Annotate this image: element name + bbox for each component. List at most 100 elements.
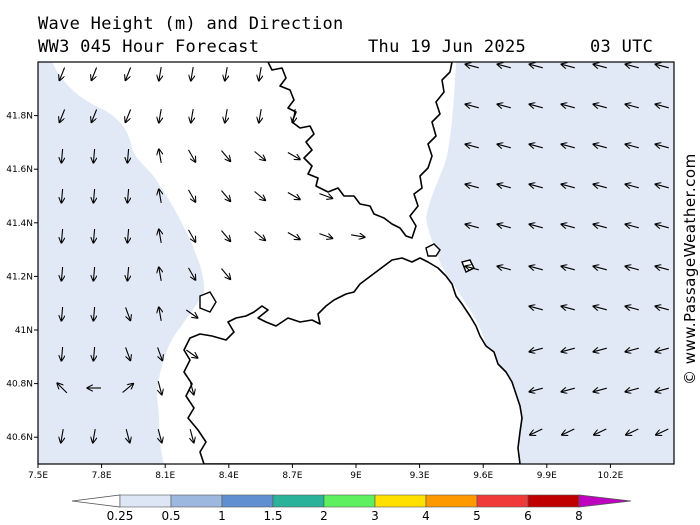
- wave-arrow: [190, 381, 194, 395]
- colorbar-segment: [272, 494, 325, 508]
- colorbar-label: 8: [575, 509, 583, 523]
- chart-title: Wave Height (m) and Direction: [38, 14, 344, 34]
- wave-arrow: [191, 109, 193, 123]
- wave-arrow: [351, 235, 365, 237]
- wave-arrow: [465, 266, 479, 270]
- wave-arrow: [127, 148, 128, 163]
- wave-arrow: [254, 191, 266, 201]
- wave-arrow: [287, 152, 300, 160]
- wave-arrow: [655, 104, 669, 108]
- x-tick-label: 9.9E: [537, 471, 557, 481]
- wave-arrow: [127, 228, 128, 243]
- wave-arrow: [293, 109, 295, 123]
- wave-arrow: [625, 388, 639, 392]
- wave-arrow: [497, 144, 511, 148]
- colorbar-label: 2: [320, 509, 328, 523]
- wave-arrow: [593, 144, 607, 148]
- wave-arrow: [61, 188, 62, 203]
- forecast-date: Thu 19 Jun 2025: [368, 37, 527, 57]
- wave-arrow: [529, 348, 543, 352]
- wave-arrow: [259, 67, 261, 81]
- wave-arrow: [190, 429, 194, 443]
- wave-arrow: [529, 64, 543, 68]
- wave-arrow: [159, 109, 161, 123]
- wave-arrow: [59, 109, 66, 123]
- wave-arrow: [561, 348, 575, 352]
- colorbar-label: 6: [524, 509, 532, 523]
- wave-arrow: [188, 149, 196, 162]
- wave-arrow: [93, 188, 94, 203]
- x-tick-label: 10.2E: [598, 471, 624, 481]
- colorbar-segment: [425, 494, 478, 508]
- y-tick-label: 41N: [15, 326, 33, 336]
- wave-arrow: [159, 229, 161, 243]
- wave-arrow: [529, 388, 543, 392]
- forecast-model: WW3 045 Hour Forecast: [38, 37, 260, 57]
- wave-arrow: [61, 429, 63, 443]
- wave-arrow: [93, 148, 94, 163]
- wave-arrow: [254, 231, 266, 241]
- wave-arrow: [625, 266, 639, 270]
- wave-arrow: [593, 64, 607, 68]
- island-strait: [425, 243, 441, 257]
- wave-arrow: [465, 184, 479, 188]
- colorbar-label: 1.5: [263, 509, 282, 523]
- wave-arrow: [126, 429, 130, 443]
- wave-arrow: [157, 347, 163, 360]
- wave-arrow: [319, 233, 332, 239]
- wave-arrow: [159, 149, 161, 163]
- colorbar-low-triangle: [71, 494, 121, 508]
- wave-arrow: [497, 224, 511, 228]
- wave-arrow: [254, 151, 266, 161]
- colorbar-label: 1: [218, 509, 226, 523]
- wave-arrow: [497, 64, 511, 68]
- colorbar-segment: [527, 494, 580, 508]
- wave-arrow: [188, 267, 196, 280]
- x-tick-label: 9.3E: [410, 471, 430, 481]
- land-sardinia: [183, 257, 523, 464]
- wave-arrow: [561, 184, 575, 188]
- colorbar-label: 5: [473, 509, 481, 523]
- wave-arrow: [158, 429, 162, 443]
- wave-arrow: [497, 266, 511, 270]
- x-tick-label: 7.8E: [92, 471, 112, 481]
- wave-arrow: [93, 346, 94, 361]
- wave-arrow: [529, 144, 543, 148]
- wave-arrow: [625, 64, 639, 68]
- x-tick-label: 9E: [350, 471, 362, 481]
- x-tick-label: 8.7E: [282, 471, 302, 481]
- wave-arrow: [655, 144, 669, 148]
- wave-arrow: [593, 266, 607, 270]
- wave-arrow: [625, 184, 639, 188]
- wave-arrow: [61, 148, 62, 163]
- wave-arrow: [221, 268, 231, 280]
- wave-arrow: [225, 67, 227, 81]
- wave-arrow: [529, 266, 543, 270]
- y-tick-label: 40.6N: [6, 433, 33, 443]
- x-tick-label: 8.1E: [155, 471, 175, 481]
- island-west: [199, 291, 217, 313]
- wave-arrow: [529, 184, 543, 188]
- wave-arrow: [561, 64, 575, 68]
- wave-arrow: [159, 189, 161, 203]
- wave-arrow: [529, 104, 543, 108]
- wave-arrow: [91, 109, 98, 123]
- x-tick-label: 7.5E: [28, 471, 48, 481]
- wave-arrow: [529, 224, 543, 228]
- wave-arrow: [625, 224, 639, 228]
- colorbar-high-triangle: [578, 494, 632, 508]
- wave-arrow: [465, 64, 479, 68]
- wave-arrow: [125, 67, 132, 81]
- wave-arrow: [287, 232, 300, 240]
- wave-arrow: [159, 267, 161, 281]
- y-axis: 41.8N 41.6N 41.4N 41.2N 41N 40.8N 40.6N: [6, 112, 38, 443]
- wave-arrow: [561, 266, 575, 270]
- wave-arrow: [655, 184, 669, 188]
- wave-arrow: [259, 109, 261, 123]
- wave-arrow: [626, 428, 639, 435]
- wave-arrow: [497, 104, 511, 108]
- wave-direction-arrows: [57, 64, 669, 443]
- wave-arrow: [655, 388, 669, 392]
- land-corsica: [267, 62, 453, 239]
